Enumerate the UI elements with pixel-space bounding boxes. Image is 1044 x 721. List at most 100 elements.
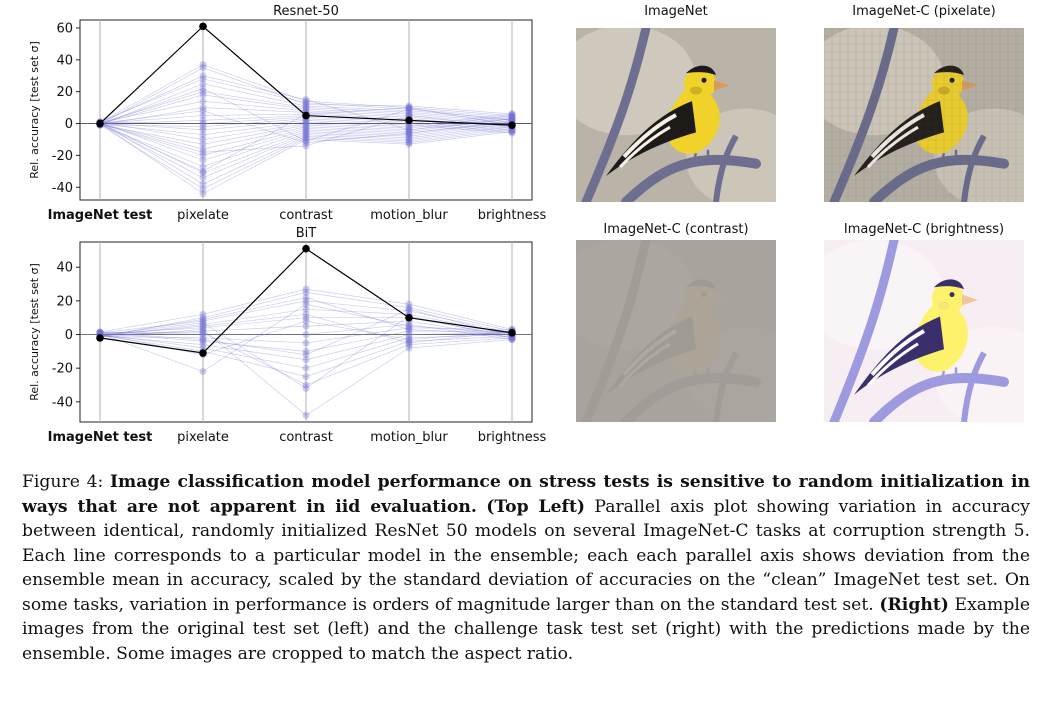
- y-axis-label: Rel. accuracy [test set σ]: [28, 41, 41, 179]
- ensemble-point: [405, 336, 413, 344]
- bird-eye: [949, 77, 955, 83]
- resnet50-parallel-plot: Resnet-50 -40 -20 0 20 40 60 Rel. accuracy [tes…: [28, 4, 547, 223]
- ensemble-point: [199, 190, 207, 198]
- ensemble-point: [199, 336, 207, 344]
- ensemble-model-line: [99, 329, 513, 416]
- bird-cap: [934, 65, 964, 75]
- ensemble-point: [199, 135, 207, 143]
- caption-right-label: (Right): [879, 594, 949, 615]
- ensemble-point: [199, 334, 207, 342]
- bird-beak: [962, 294, 978, 306]
- ensemble-point: [199, 116, 207, 124]
- twig: [961, 351, 987, 422]
- ensemble-point: [302, 129, 310, 137]
- ensemble-point: [302, 96, 310, 104]
- bird-cap: [934, 279, 964, 290]
- ensemble-model-line: [99, 327, 513, 344]
- ensemble-point: [302, 105, 310, 113]
- ensemble-point: [199, 131, 207, 139]
- ensemble-point: [199, 317, 207, 325]
- ensemble-point: [405, 327, 413, 335]
- category-label-2: contrast: [279, 208, 333, 223]
- ensemble-point: [199, 325, 207, 333]
- bird-beak: [714, 80, 730, 91]
- category-label-0: ImageNet test: [48, 430, 153, 445]
- category-label-3: motion_blur: [370, 208, 448, 223]
- bird-image-original: [576, 28, 776, 202]
- ensemble-point: [405, 325, 413, 333]
- ensemble-point: [302, 411, 310, 419]
- ensemble-point: [199, 80, 207, 88]
- ensemble-point: [199, 88, 207, 96]
- ensemble-point: [302, 317, 310, 325]
- caption-top-left-text: Parallel axis plot showing variation in …: [22, 496, 1030, 615]
- ensemble-model-line: [99, 308, 513, 337]
- category-label-1: pixelate: [177, 208, 229, 223]
- ensemble-model-line: [99, 292, 513, 338]
- ensemble-point: [199, 169, 207, 177]
- wing-bar: [866, 342, 919, 387]
- ensemble-point: [405, 339, 413, 347]
- image-title-contrast: ImageNet-C (contrast): [603, 222, 749, 237]
- ensemble-point: [96, 329, 104, 337]
- ensemble-point: [302, 300, 310, 308]
- ensemble-point: [302, 339, 310, 347]
- highlighted-model-point: [302, 111, 310, 120]
- ensemble-point: [405, 344, 413, 352]
- ensemble-point: [199, 331, 207, 339]
- ensemble-point: [302, 297, 310, 305]
- perch-branch: [621, 372, 761, 422]
- ensemble-point: [302, 384, 310, 392]
- ensemble-point: [405, 134, 413, 142]
- ensemble-point: [199, 337, 207, 345]
- caption-label: Figure 4:: [22, 472, 104, 492]
- ensemble-point: [302, 97, 310, 105]
- ensemble-point: [405, 105, 413, 113]
- ytick-label: 40: [56, 261, 73, 276]
- ensemble-point: [96, 328, 104, 336]
- bird-eye: [701, 292, 707, 298]
- highlighted-model-point: [508, 121, 516, 129]
- ensemble-point: [302, 99, 310, 107]
- ensemble-point: [405, 322, 413, 330]
- ensemble-model-line: [99, 331, 513, 386]
- ensemble-point: [199, 148, 207, 156]
- category-label-4: brightness: [478, 430, 547, 445]
- ensemble-point: [302, 142, 310, 150]
- highlighted-model-point: [405, 313, 413, 322]
- ensemble-point: [199, 163, 207, 171]
- highlighted-model-point: [302, 244, 310, 253]
- ytick-label: -20: [52, 149, 73, 164]
- ensemble-point: [508, 110, 516, 118]
- ensemble-point: [302, 100, 310, 108]
- ensemble-point: [199, 72, 207, 80]
- ensemble-point: [405, 337, 413, 345]
- ensemble-point: [302, 285, 310, 293]
- ensemble-point: [96, 329, 104, 337]
- ensemble-point: [199, 327, 207, 335]
- ensemble-point: [302, 123, 310, 131]
- ensemble-point: [405, 108, 413, 116]
- bird-legs: [690, 149, 710, 168]
- ensemble-point: [302, 347, 310, 355]
- ensemble-point: [405, 137, 413, 145]
- twig: [713, 351, 739, 422]
- wing-bar: [618, 342, 671, 387]
- twig: [961, 134, 987, 202]
- caption-top-left-label: (Top Left): [486, 496, 586, 517]
- ensemble-point: [199, 97, 207, 105]
- ensemble-point: [302, 288, 310, 296]
- ensemble-point: [199, 75, 207, 83]
- ensemble-model-line: [99, 122, 513, 195]
- ensemble-point: [405, 102, 413, 110]
- category-label-4: brightness: [478, 208, 547, 223]
- ensemble-point: [302, 128, 310, 136]
- ensemble-point: [199, 167, 207, 175]
- ensemble-point: [199, 310, 207, 318]
- ensemble-model-line: [99, 333, 513, 369]
- ensemble-point: [199, 123, 207, 131]
- ensemble-point: [302, 135, 310, 143]
- ensemble-point: [302, 356, 310, 364]
- ensemble-point: [302, 310, 310, 318]
- ensemble-point: [405, 123, 413, 131]
